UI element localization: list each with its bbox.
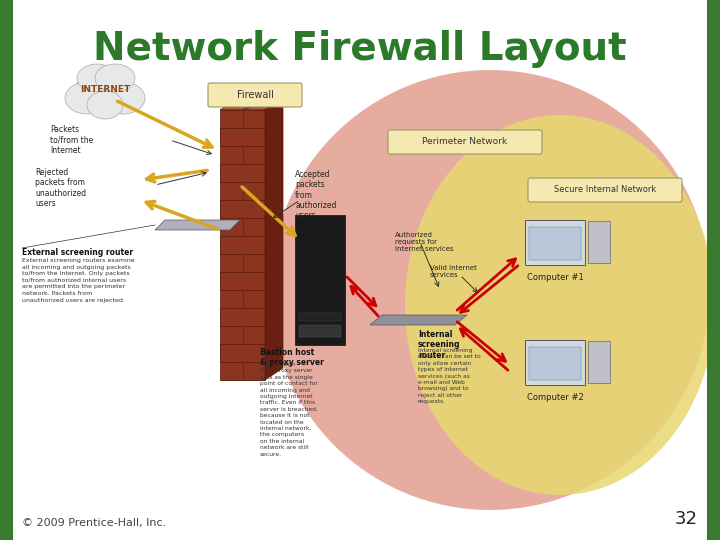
FancyBboxPatch shape (208, 83, 302, 107)
Bar (588, 221, 610, 263)
Text: Packets
to/from the
Internet: Packets to/from the Internet (50, 125, 94, 155)
Bar (529, 227, 581, 260)
Bar (220, 110, 265, 380)
Text: Authorized
requests for
Internet services: Authorized requests for Internet service… (395, 232, 454, 252)
Text: External screening routers examine
all incoming and outgoing packets
to/from the: External screening routers examine all i… (22, 258, 135, 302)
Polygon shape (265, 98, 283, 380)
FancyBboxPatch shape (388, 130, 542, 154)
Polygon shape (220, 98, 283, 110)
Bar (525, 340, 585, 385)
FancyBboxPatch shape (528, 178, 682, 202)
Text: Accepted
packets
from
authorized
users: Accepted packets from authorized users (295, 170, 336, 220)
Ellipse shape (75, 70, 135, 110)
Text: Secure Internal Network: Secure Internal Network (554, 186, 656, 194)
Text: INTERNET: INTERNET (80, 85, 130, 94)
Text: Firewall: Firewall (237, 90, 274, 100)
Ellipse shape (87, 91, 123, 119)
Text: Perimeter Network: Perimeter Network (423, 138, 508, 146)
Bar (529, 347, 581, 380)
Text: External screening router: External screening router (22, 248, 133, 257)
Ellipse shape (405, 115, 715, 495)
Text: Valid Internet
services: Valid Internet services (430, 265, 477, 278)
Polygon shape (370, 315, 467, 325)
Text: 32: 32 (675, 510, 698, 528)
Text: Rejected
packets from
unauthorized
users: Rejected packets from unauthorized users (35, 168, 86, 208)
Text: Bastion host
& proxy server: Bastion host & proxy server (260, 348, 324, 367)
Text: Computer #2: Computer #2 (526, 393, 583, 402)
Bar (525, 220, 585, 265)
Bar (295, 215, 345, 345)
Text: Internal
screening
router: Internal screening router (418, 330, 461, 360)
Text: Computer #1: Computer #1 (526, 273, 583, 282)
Ellipse shape (101, 82, 145, 114)
Ellipse shape (95, 64, 135, 92)
Bar (707, 0, 720, 540)
Bar (299, 313, 341, 321)
Bar (0, 0, 13, 540)
Text: Network Firewall Layout: Network Firewall Layout (93, 30, 627, 68)
Ellipse shape (65, 82, 109, 114)
Text: The bastion
host/proxy server
acts as the single
point of contact for
all incomi: The bastion host/proxy server acts as th… (260, 362, 318, 457)
Bar (299, 325, 341, 337)
Ellipse shape (77, 64, 117, 92)
Polygon shape (155, 220, 240, 230)
Text: Internal screening
routers can be set to
only allow certain
types of Internet
se: Internal screening routers can be set to… (418, 348, 481, 404)
Text: © 2009 Prentice-Hall, Inc.: © 2009 Prentice-Hall, Inc. (22, 518, 166, 528)
Ellipse shape (270, 70, 710, 510)
Bar (588, 341, 610, 383)
